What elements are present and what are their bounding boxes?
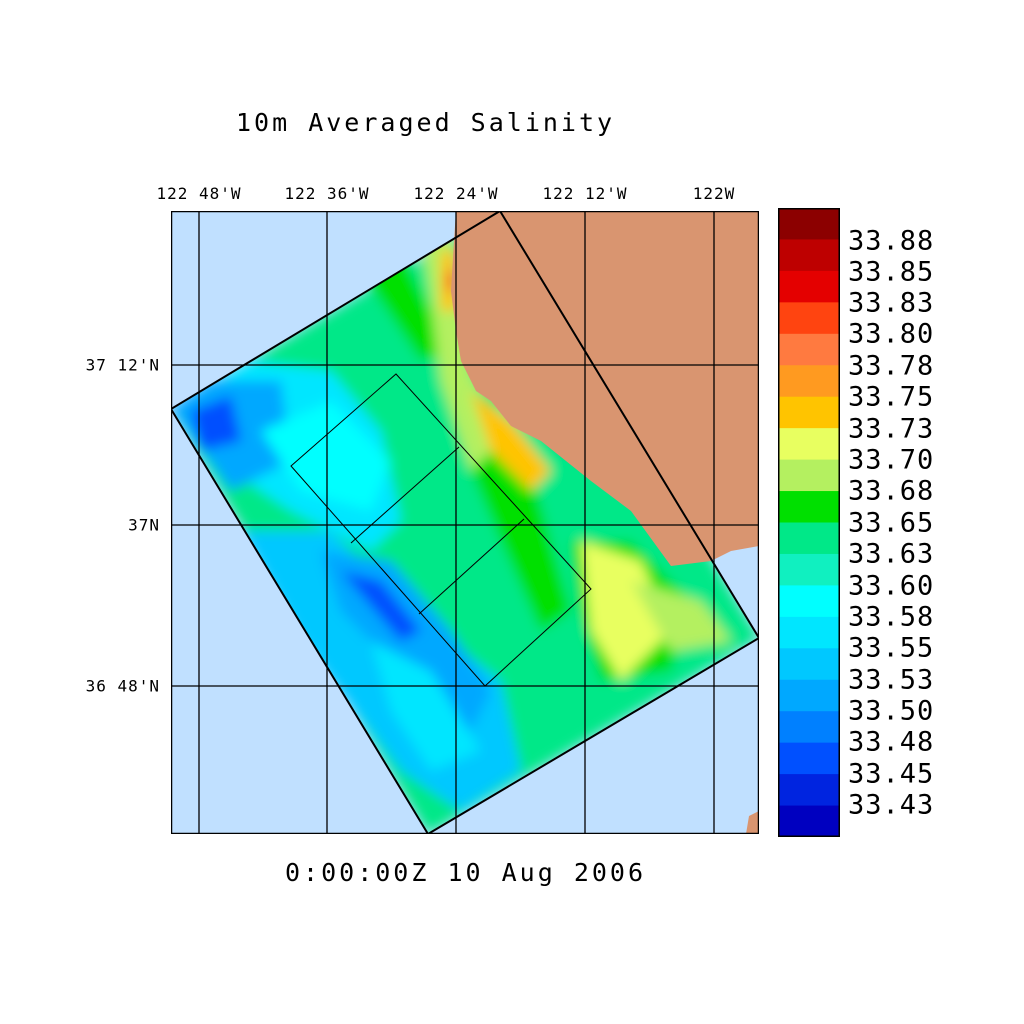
colorbar-frame — [778, 208, 840, 837]
lat-tick-label: 37 12'N — [85, 355, 160, 375]
colorbar-swatch — [778, 333, 840, 366]
colorbar-label: 33.58 — [848, 601, 935, 633]
map-frame — [171, 211, 759, 834]
colorbar-swatch — [778, 553, 840, 586]
grid-lines — [171, 211, 759, 834]
colorbar-swatch — [778, 302, 840, 335]
valid-time: 0:00:00Z 10 Aug 2006 — [285, 858, 647, 887]
colorbar-label: 33.88 — [848, 225, 935, 257]
colorbar-label: 33.43 — [848, 789, 935, 821]
colorbar-swatch — [778, 491, 840, 524]
colorbar-label: 33.85 — [848, 256, 935, 288]
colorbar-label: 33.63 — [848, 538, 935, 570]
colorbar-label: 33.55 — [848, 632, 935, 664]
salinity-map — [171, 211, 759, 834]
colorbar-swatch — [778, 742, 840, 775]
plot-title: 10m Averaged Salinity — [236, 108, 616, 137]
colorbar-label: 33.78 — [848, 350, 935, 382]
colorbar-swatch — [778, 459, 840, 492]
lon-tick-label: 122 48'W — [156, 184, 242, 203]
subdomain-grid — [290, 373, 592, 687]
colorbar-label: 33.48 — [848, 726, 935, 758]
colorbar-swatch — [778, 365, 840, 398]
colorbar-label: 33.50 — [848, 695, 935, 727]
colorbar-swatch — [778, 711, 840, 744]
lon-tick-label: 122 36'W — [284, 184, 370, 203]
model-domain-outline — [171, 211, 759, 834]
colorbar-swatch — [778, 270, 840, 303]
colorbar-swatch — [778, 616, 840, 649]
colorbar-label: 33.65 — [848, 507, 935, 539]
lon-tick-label: 122 12'W — [542, 184, 628, 203]
colorbar-swatch — [778, 805, 840, 837]
lon-tick-label: 122 24'W — [413, 184, 499, 203]
colorbar-swatch — [778, 428, 840, 461]
colorbar-swatch — [778, 679, 840, 712]
colorbar-label: 33.75 — [848, 381, 935, 413]
colorbar-label: 33.68 — [848, 475, 935, 507]
colorbar-label: 33.60 — [848, 570, 935, 602]
colorbar-swatch — [778, 585, 840, 618]
colorbar-swatch — [778, 396, 840, 429]
colorbar-label: 33.70 — [848, 444, 935, 476]
colorbar-swatch — [778, 522, 840, 555]
colorbar-label: 33.45 — [848, 758, 935, 790]
colorbar — [778, 208, 840, 837]
colorbar-label: 33.80 — [848, 318, 935, 350]
land-mass-small — [746, 811, 759, 834]
colorbar-swatch — [778, 208, 840, 241]
colorbar-swatch — [778, 239, 840, 272]
colorbar-swatch — [778, 774, 840, 807]
land-mass — [451, 211, 759, 566]
lon-tick-label: 122W — [692, 184, 736, 203]
lat-tick-label: 37N — [128, 515, 160, 535]
colorbar-swatch — [778, 648, 840, 681]
lat-tick-label: 36 48'N — [85, 676, 160, 696]
colorbar-label: 33.83 — [848, 287, 935, 319]
colorbar-label: 33.53 — [848, 664, 935, 696]
colorbar-label: 33.73 — [848, 413, 935, 445]
